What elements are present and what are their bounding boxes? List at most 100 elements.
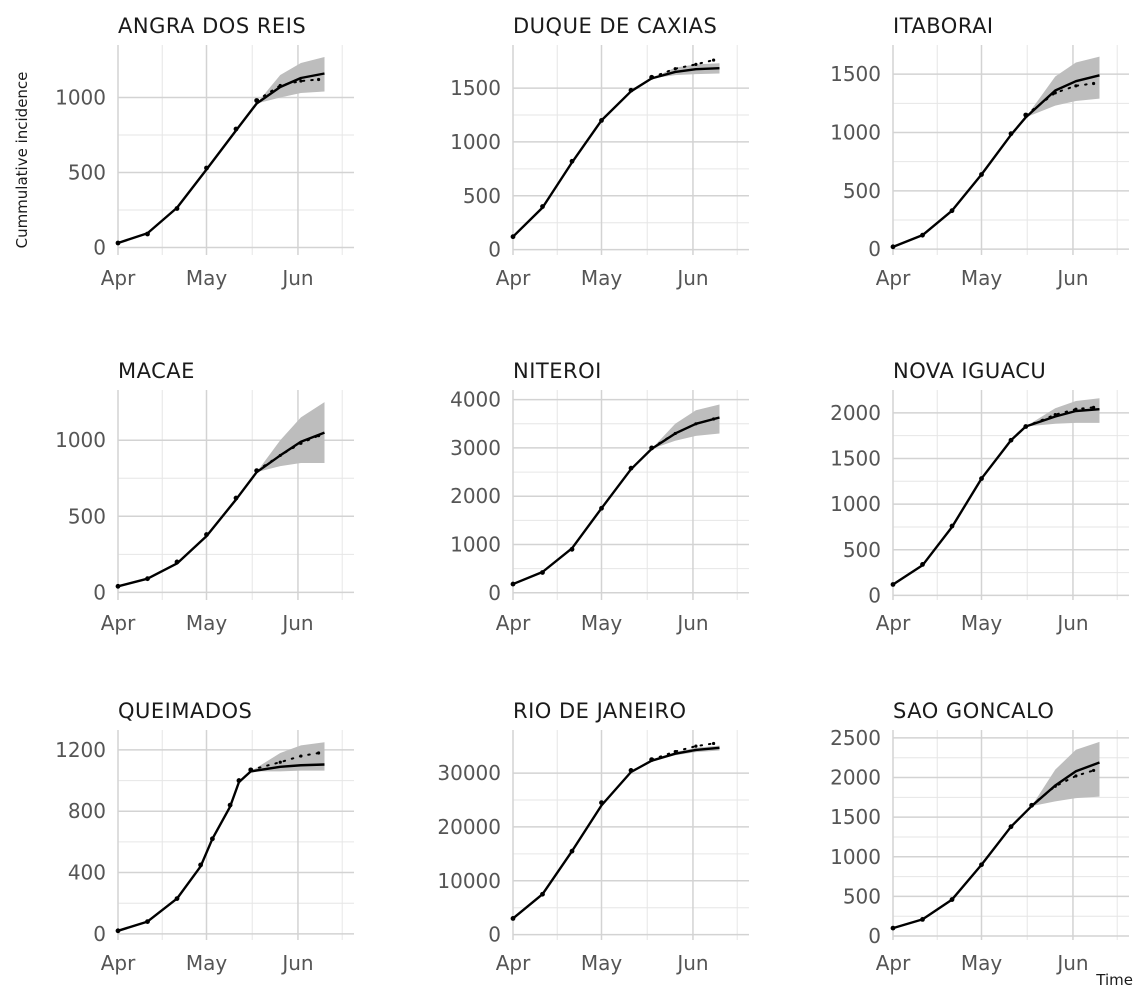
y-tick-label: 1000 — [55, 428, 106, 452]
y-tick-label: 500 — [843, 538, 881, 562]
x-tick-label: Jun — [1055, 266, 1088, 290]
x-tick-label: May — [186, 266, 228, 290]
panel-8: RIO DE JANEIRO 0 10000 20000 30000 Apr May Jun — [437, 699, 749, 975]
x-tick-label: Apr — [101, 266, 136, 290]
x-tick-label: Jun — [280, 266, 313, 290]
panel-title: DUQUE DE CAXIAS — [513, 14, 717, 38]
panel-4: MACAE 0 500 1000 Apr May Jun — [55, 359, 354, 635]
x-tick-label: Apr — [496, 266, 531, 290]
x-tick-label: May — [961, 611, 1003, 635]
y-tick-label: 1000 — [830, 492, 881, 516]
observed-point — [1092, 768, 1096, 773]
x-axis-title: Time — [1095, 971, 1133, 988]
y-tick-label: 1500 — [830, 446, 881, 470]
fitted-curve — [892, 74, 1100, 248]
fitted-curve — [117, 763, 325, 932]
fitted-curve — [892, 407, 1100, 586]
y-axis-title: Cummulative incidence — [13, 72, 31, 249]
fitted-curve — [512, 746, 720, 920]
observed-point — [317, 77, 321, 82]
y-tick-label: 0 — [868, 924, 881, 948]
x-tick-label: Jun — [675, 266, 708, 290]
x-tick-label: Jun — [675, 611, 708, 635]
x-tick-label: Jun — [1055, 951, 1088, 975]
x-tick-label: Jun — [675, 951, 708, 975]
fitted-curve — [512, 66, 720, 238]
y-tick-label: 30000 — [437, 761, 501, 785]
observed-dotted-line — [650, 742, 715, 761]
y-tick-label: 800 — [68, 799, 106, 823]
x-tick-label: Apr — [876, 266, 911, 290]
y-tick-label: 500 — [843, 884, 881, 908]
panel-3: ITABORAI 0 500 1000 1500 Apr May Jun — [830, 14, 1129, 290]
y-tick-label: 1500 — [450, 76, 501, 100]
x-tick-label: Apr — [496, 951, 531, 975]
y-tick-label: 2000 — [830, 401, 881, 425]
observed-point — [712, 741, 716, 746]
y-tick-label: 0 — [488, 923, 501, 947]
observed-point — [694, 62, 698, 66]
y-tick-label: 2000 — [830, 766, 881, 790]
x-tick-label: May — [186, 951, 228, 975]
fitted-curve — [512, 416, 720, 586]
observed-dotted-line — [1030, 769, 1095, 807]
observed-point — [278, 760, 282, 764]
y-tick-label: 500 — [68, 504, 106, 528]
observed-dotted-line — [249, 751, 320, 771]
y-tick-label: 1500 — [830, 62, 881, 86]
x-tick-label: Apr — [101, 611, 136, 635]
x-tick-label: May — [961, 951, 1003, 975]
y-tick-label: 400 — [68, 861, 106, 885]
x-tick-label: Jun — [280, 611, 313, 635]
panel-title: NITEROI — [513, 359, 602, 383]
x-tick-label: May — [961, 266, 1003, 290]
y-tick-label: 1500 — [830, 805, 881, 829]
panels: ANGRA DOS REIS 0 500 1000 Apr May Jun DUQUE DE … — [55, 14, 1129, 975]
x-tick-label: May — [581, 951, 623, 975]
y-tick-label: 500 — [843, 179, 881, 203]
y-tick-label: 1000 — [830, 845, 881, 869]
observed-point — [299, 79, 303, 83]
y-tick-label: 10000 — [437, 869, 501, 893]
x-tick-label: Apr — [496, 611, 531, 635]
y-tick-label: 0 — [868, 237, 881, 261]
panel-7: QUEIMADOS 0 400 800 1200 Apr May Jun — [55, 699, 354, 975]
y-tick-label: 1000 — [450, 130, 501, 154]
y-tick-label: 0 — [93, 922, 106, 946]
fitted-curve — [892, 761, 1100, 930]
x-tick-label: Jun — [280, 951, 313, 975]
y-tick-label: 20000 — [437, 815, 501, 839]
panel-title: SAO GONCALO — [893, 699, 1054, 723]
panel-title: QUEIMADOS — [118, 699, 252, 723]
y-tick-label: 1000 — [830, 121, 881, 145]
panel-title: ANGRA DOS REIS — [118, 14, 306, 38]
y-tick-label: 0 — [93, 236, 106, 260]
observed-dotted-line — [650, 59, 715, 79]
y-tick-label: 0 — [868, 583, 881, 607]
x-tick-label: May — [581, 266, 623, 290]
y-tick-label: 0 — [488, 581, 501, 605]
y-tick-label: 1200 — [55, 738, 106, 762]
x-tick-label: May — [186, 611, 228, 635]
observed-dotted-line — [1024, 406, 1095, 428]
y-tick-label: 3000 — [450, 436, 501, 460]
y-tick-label: 4000 — [450, 388, 501, 412]
x-tick-label: Apr — [876, 951, 911, 975]
x-tick-label: Apr — [101, 951, 136, 975]
y-tick-label: 1000 — [450, 532, 501, 556]
y-tick-label: 500 — [463, 184, 501, 208]
panel-6: NOVA IGUACU 0 500 1000 1500 2000 Apr May Jun — [830, 359, 1129, 635]
panel-title: MACAE — [118, 359, 195, 383]
observed-point — [694, 744, 698, 748]
y-tick-label: 500 — [68, 161, 106, 185]
panel-9: SAO GONCALO 0 500 1000 1500 2000 2500 Apr May Jun — [830, 699, 1129, 975]
panel-2: DUQUE DE CAXIAS 0 500 1000 1500 Apr May Jun — [450, 14, 749, 290]
panel-title: RIO DE JANEIRO — [513, 699, 687, 723]
y-tick-label: 0 — [93, 580, 106, 604]
panel-title: NOVA IGUACU — [893, 359, 1046, 383]
fitted-curve — [117, 431, 325, 588]
y-tick-label: 2000 — [450, 484, 501, 508]
y-tick-label: 1000 — [55, 86, 106, 110]
x-tick-label: May — [581, 611, 623, 635]
